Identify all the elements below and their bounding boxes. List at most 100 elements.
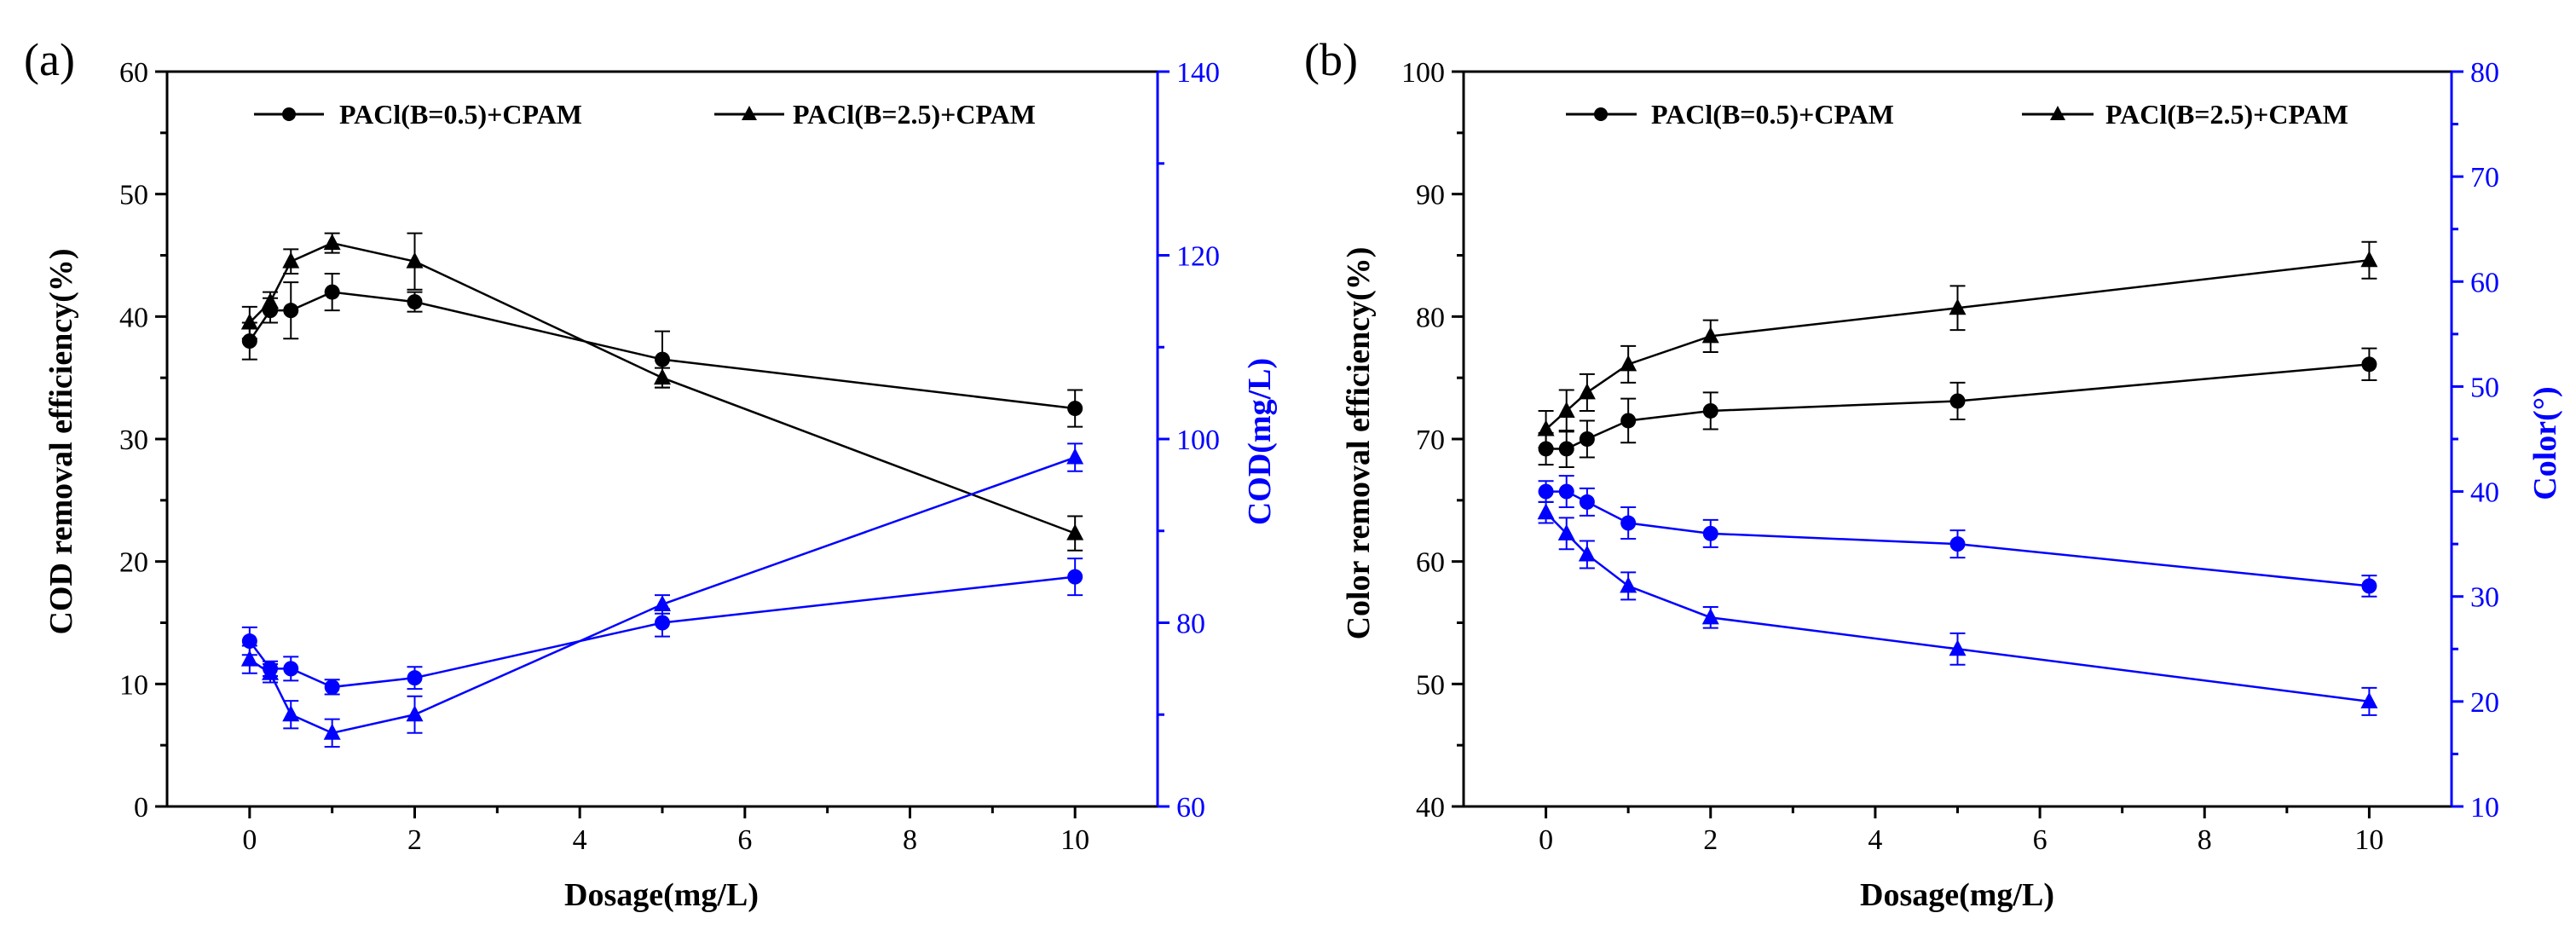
panel-a-legend-marker-2	[742, 106, 757, 120]
panel-a-legend-label-2: PACl(B=2.5)+CPAM	[793, 99, 1036, 130]
panel-a-y-tick-label: 60	[119, 57, 148, 89]
panel-b-legend-marker-1	[1594, 107, 1608, 121]
panel-b-y-tick-label: 90	[1416, 180, 1445, 211]
panel-a-series-1-point	[324, 284, 340, 300]
panel-b-series-4-point	[1557, 523, 1575, 540]
panel-b-series-1-point	[1579, 431, 1595, 447]
panel-b-series-4-point	[1701, 608, 1719, 625]
panel-b-x-axis-title: Dosage(mg/L)	[1860, 877, 2054, 913]
panel-b-y2-tick-label: 30	[2470, 582, 2499, 614]
panel-b-x-tick-label: 8	[2198, 824, 2212, 856]
panel-a-label: (a)	[24, 34, 75, 85]
panel-b-y-tick-label: 60	[1416, 547, 1445, 579]
panel-a-series-4-point	[1066, 448, 1084, 465]
panel-a-series-2-point	[406, 251, 424, 269]
panel-a-series-3-point	[407, 670, 423, 686]
panel-b-y2-tick-label: 60	[2470, 267, 2499, 298]
panel-a-y-tick-label: 10	[119, 669, 148, 701]
panel-b-series-4-point	[1949, 639, 1967, 656]
panel-a-series-3-point	[1067, 569, 1083, 585]
panel-a-series-4-point	[282, 705, 300, 722]
panel-a-legend-marker-1	[282, 107, 296, 121]
panel-b-y-tick-label: 100	[1401, 57, 1445, 89]
panel-b-series-4-point	[2360, 691, 2378, 708]
panel-a-x-tick-label: 10	[1060, 824, 1089, 856]
panel-a-series-2-point	[240, 313, 258, 330]
panel-b-series-2-point	[1949, 298, 1967, 315]
panel-b-series-2-point	[1537, 419, 1555, 436]
panel-a-series-1-point	[283, 303, 299, 319]
panel-a-series-1-point	[1067, 401, 1083, 417]
panel-b-y2-tick-label: 20	[2470, 687, 2499, 719]
panel-a-series-2-point	[654, 368, 671, 385]
panel-a-y-tick-label: 50	[119, 180, 148, 211]
panel-a-series-3-point	[655, 615, 670, 631]
panel-b-y2-tick-label: 10	[2470, 792, 2499, 824]
panel-a-y-tick-label: 20	[119, 547, 148, 579]
panel-b-series-1-point	[1702, 402, 1718, 419]
panel-b-y-tick-label: 50	[1416, 669, 1445, 701]
panel-a-x-tick-label: 2	[407, 824, 422, 856]
panel-b-x-tick-label: 6	[2033, 824, 2048, 856]
panel-a-x-axis-title: Dosage(mg/L)	[564, 877, 759, 913]
panel-a-series-2-point	[282, 251, 300, 269]
panel-b-series-3-point	[1949, 536, 1966, 552]
panel-a-series-4-point	[323, 723, 341, 740]
panel-b-series-4-point	[1578, 545, 1596, 562]
panel-b: (b) Dosage(mg/L) Color removal efficienc…	[1304, 34, 2563, 913]
panel-b-y2-tick-label: 50	[2470, 372, 2499, 403]
panel-b-legend-marker-2	[2050, 106, 2065, 120]
panel-b-series-3-point	[2361, 578, 2377, 594]
panel-a-y2-tick-label: 60	[1176, 792, 1205, 824]
panel-a: (a) Dosage(mg/L) COD removal efficiency(…	[24, 34, 1278, 913]
panel-b-series-2-point	[1578, 383, 1596, 400]
panel-b-series-2-point	[1557, 401, 1575, 418]
panel-b-x-tick-label: 2	[1703, 824, 1718, 856]
panel-b-y-tick-label: 70	[1416, 425, 1445, 456]
panel-a-series-1-point	[655, 351, 670, 367]
panel-a-x-tick-label: 8	[903, 824, 917, 856]
panel-b-series-1-point	[1620, 413, 1637, 429]
panel-a-series-2-point	[262, 292, 280, 309]
panel-b-y-axis-title: Color removal efficiency(%)	[1341, 247, 1377, 640]
panel-a-series-3-point	[324, 679, 340, 695]
panel-b-series-2-point	[1701, 327, 1719, 344]
panel-b-x-tick-label: 0	[1539, 824, 1553, 856]
panel-a-series-3-point	[283, 661, 299, 677]
panel-a-x-tick-label: 6	[737, 824, 752, 856]
panel-b-series-4-point	[1620, 576, 1637, 593]
panel-b-series-3-point	[1702, 525, 1718, 541]
panel-a-series-4-point	[406, 705, 424, 722]
panel-a-series-2-point	[1066, 523, 1084, 540]
panel-b-legend-label-2: PACl(B=2.5)+CPAM	[2105, 99, 2348, 130]
panel-a-y-axis-title: COD removal efficiency(%)	[43, 248, 79, 634]
panel-b-series-4-point	[1537, 503, 1555, 520]
panel-a-series-4-point	[262, 663, 280, 680]
panel-b-series-1-point	[1538, 441, 1554, 457]
panel-a-y2-axis-title: COD(mg/L)	[1242, 358, 1278, 525]
panel-a-y-tick-label: 40	[119, 302, 148, 333]
panel-b-y2-tick-label: 40	[2470, 477, 2499, 509]
panel-a-x-tick-label: 4	[573, 824, 587, 856]
panel-b-series-2-point	[2360, 251, 2378, 268]
panel-a-series-4-point	[654, 594, 671, 611]
panel-b-series-3-point	[1579, 494, 1595, 510]
panel-a-y2-tick-label: 120	[1176, 241, 1220, 273]
panel-b-y2-tick-label: 80	[2470, 57, 2499, 89]
panel-b-series-3-point	[1620, 515, 1637, 531]
panel-a-y-tick-label: 0	[134, 792, 148, 824]
panel-a-y-tick-label: 30	[119, 425, 148, 456]
panel-a-y2-tick-label: 100	[1176, 425, 1220, 456]
panel-b-x-tick-label: 10	[2354, 824, 2383, 856]
panel-a-series-4-point	[240, 650, 258, 667]
panel-b-y-tick-label: 40	[1416, 792, 1445, 824]
panel-b-series-3-point	[1538, 483, 1554, 500]
panel-b-series-1-point	[2361, 356, 2377, 373]
panel-b-y2-axis-title: Color(°)	[2527, 386, 2563, 500]
panel-a-series-2-point	[323, 234, 341, 251]
panel-b-series-1-point	[1558, 441, 1574, 457]
panel-b-legend-label-1: PACl(B=0.5)+CPAM	[1651, 99, 1894, 130]
